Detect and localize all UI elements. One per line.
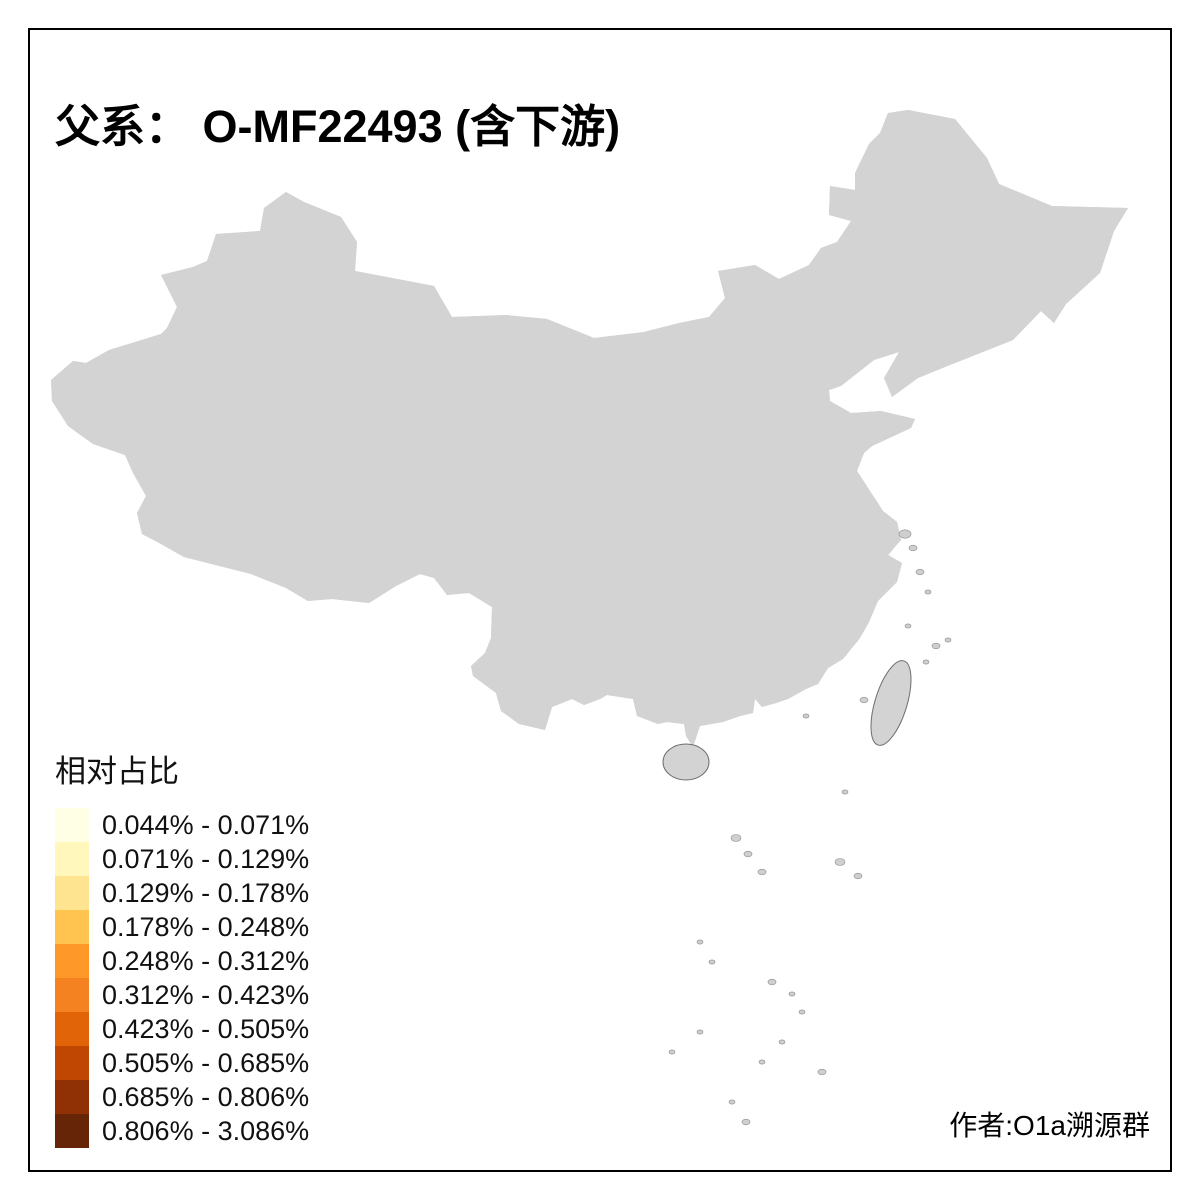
legend-title: 相对占比 — [55, 754, 179, 789]
small-island — [931, 642, 941, 650]
plot-frame — [28, 28, 1172, 1172]
legend-bin-label: 0.248% - 0.312% — [102, 945, 310, 976]
small-island — [817, 1068, 827, 1076]
china-outline — [50, 109, 1129, 748]
small-island — [757, 868, 767, 876]
small-island — [788, 991, 796, 997]
small-island — [915, 568, 925, 576]
legend-swatch — [55, 910, 89, 944]
small-island — [802, 713, 810, 719]
hainan-island — [662, 743, 710, 781]
small-island — [944, 637, 952, 643]
legend-row: 0.423% - 0.505% — [55, 1012, 309, 1046]
prefecture-region — [872, 448, 896, 466]
small-island — [834, 858, 846, 866]
small-island — [668, 1049, 676, 1055]
legend-bin-label: 0.423% - 0.505% — [102, 1013, 310, 1044]
legend-swatch — [55, 842, 89, 876]
south-china-sea-islands — [668, 529, 952, 1126]
legend-row: 0.312% - 0.423% — [55, 978, 309, 1012]
legend-row: 0.505% - 0.685% — [55, 1046, 309, 1080]
legend: 相对占比 0.044% - 0.071% 0.071% - 0.129% 0.129… — [55, 746, 309, 1148]
small-island — [798, 1009, 806, 1015]
page-title: 父系： O-MF22493 (含下游) — [55, 101, 621, 153]
legend-row: 0.129% - 0.178% — [55, 876, 309, 910]
legend-bin-label: 0.685% - 0.806% — [102, 1081, 310, 1112]
small-island — [758, 1059, 766, 1065]
small-island — [853, 872, 863, 880]
legend-row: 0.248% - 0.312% — [55, 944, 309, 978]
small-island — [767, 978, 777, 986]
legend-row: 0.685% - 0.806% — [55, 1080, 309, 1114]
legend-swatch — [55, 808, 89, 842]
legend-bin-label: 0.806% - 3.086% — [102, 1115, 310, 1146]
small-island — [904, 623, 912, 629]
legend-row: 0.071% - 0.129% — [55, 842, 309, 876]
small-island — [696, 939, 704, 945]
small-island — [898, 529, 912, 539]
legend-swatch — [55, 876, 89, 910]
legend-row: 0.044% - 0.071% — [55, 808, 309, 842]
small-island — [922, 659, 930, 665]
legend-bin-label: 0.071% - 0.129% — [102, 843, 310, 874]
small-island — [708, 959, 716, 965]
legend-row: 0.806% - 3.086% — [55, 1114, 309, 1148]
legend-bin-label: 0.312% - 0.423% — [102, 979, 310, 1010]
legend-bin-label: 0.129% - 0.178% — [102, 877, 310, 908]
small-island — [859, 696, 869, 704]
small-island — [696, 1029, 704, 1035]
legend-swatch — [55, 978, 89, 1012]
small-island — [841, 789, 849, 795]
taiwan-island — [870, 660, 912, 746]
attribution: 作者:O1a溯源群 — [949, 1110, 1150, 1141]
legend-swatch — [55, 1080, 89, 1114]
legend-swatch — [55, 1114, 89, 1148]
legend-bin-label: 0.044% - 0.071% — [102, 809, 310, 840]
small-island — [778, 1039, 786, 1045]
legend-bin-label: 0.505% - 0.685% — [102, 1047, 310, 1078]
small-island — [924, 589, 932, 595]
legend-swatch — [55, 1012, 89, 1046]
small-island — [908, 544, 918, 552]
small-island — [743, 850, 753, 858]
legend-row: 0.178% - 0.248% — [55, 910, 309, 944]
prefecture-region — [854, 655, 876, 671]
small-island — [741, 1118, 751, 1126]
legend-swatch — [55, 1046, 89, 1080]
legend-rows: 0.044% - 0.071% 0.071% - 0.129% 0.129% - 0… — [55, 808, 309, 1148]
legend-swatch — [55, 944, 89, 978]
legend-bin-label: 0.178% - 0.248% — [102, 911, 310, 942]
small-island — [730, 834, 742, 842]
small-island — [728, 1099, 736, 1105]
